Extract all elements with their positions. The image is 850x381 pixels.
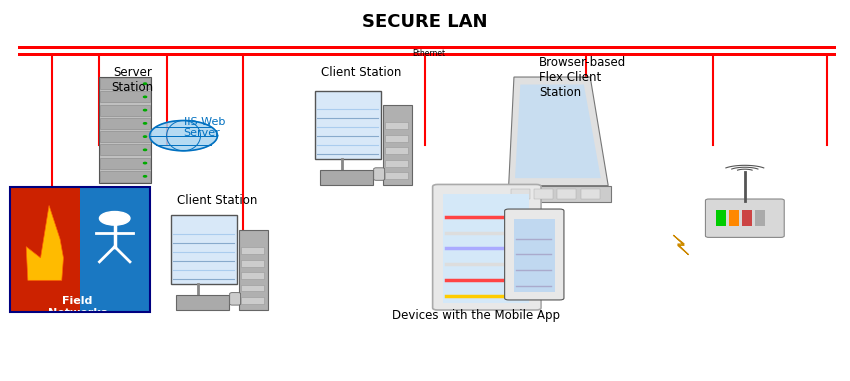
Text: Field
Networks: Field Networks	[48, 296, 107, 318]
Polygon shape	[515, 85, 601, 178]
Bar	[19, 50, 836, 53]
Bar	[742, 210, 752, 226]
Text: Ethernet: Ethernet	[412, 49, 445, 58]
Bar	[171, 216, 237, 283]
Polygon shape	[508, 77, 609, 186]
Bar	[10, 187, 80, 312]
Bar	[320, 170, 373, 185]
Bar	[755, 210, 765, 226]
FancyBboxPatch shape	[374, 168, 385, 180]
Bar	[385, 122, 408, 129]
Circle shape	[144, 162, 146, 164]
Bar	[99, 78, 150, 89]
Bar	[383, 106, 412, 185]
Circle shape	[150, 120, 218, 151]
Circle shape	[144, 83, 146, 84]
Bar	[99, 171, 150, 182]
Bar	[558, 189, 576, 199]
Bar	[716, 210, 726, 226]
Bar	[385, 147, 408, 154]
Circle shape	[144, 136, 146, 137]
Polygon shape	[673, 235, 689, 255]
Circle shape	[144, 149, 146, 150]
Text: IIS Web
Server: IIS Web Server	[184, 117, 225, 138]
Circle shape	[144, 123, 146, 124]
FancyBboxPatch shape	[505, 209, 564, 300]
Bar	[385, 160, 408, 166]
Bar	[241, 247, 264, 254]
Bar	[99, 157, 150, 169]
Bar	[385, 172, 408, 179]
Text: Client Station: Client Station	[178, 194, 258, 207]
Bar	[511, 189, 530, 199]
Text: Browser-based
Flex Client
Station: Browser-based Flex Client Station	[540, 56, 626, 99]
FancyBboxPatch shape	[230, 293, 241, 305]
Text: Devices with the Mobile App: Devices with the Mobile App	[392, 309, 560, 322]
Text: Client Station: Client Station	[321, 66, 402, 79]
Circle shape	[99, 211, 130, 225]
Bar	[10, 187, 150, 312]
Bar	[80, 187, 150, 312]
Circle shape	[144, 96, 146, 98]
Bar	[19, 46, 836, 56]
Bar	[99, 144, 150, 155]
Text: Server
Station: Server Station	[111, 66, 154, 94]
Bar	[99, 91, 150, 102]
Bar	[241, 285, 264, 291]
Bar	[239, 230, 269, 310]
Bar	[385, 135, 408, 142]
Text: SECURE LAN: SECURE LAN	[362, 13, 488, 31]
Circle shape	[144, 109, 146, 111]
Bar	[729, 210, 739, 226]
Bar	[241, 260, 264, 267]
FancyBboxPatch shape	[706, 199, 785, 237]
Circle shape	[144, 176, 146, 177]
Bar	[99, 104, 150, 116]
Bar	[514, 219, 554, 292]
Polygon shape	[26, 205, 64, 280]
Bar	[241, 272, 264, 279]
Bar	[99, 131, 150, 142]
Bar	[581, 189, 600, 199]
Bar	[176, 295, 230, 310]
Bar	[443, 194, 530, 303]
Bar	[241, 297, 264, 304]
Bar	[99, 118, 150, 129]
Bar	[534, 189, 553, 199]
Bar	[314, 91, 381, 159]
FancyBboxPatch shape	[433, 184, 541, 310]
Bar	[99, 77, 151, 183]
Bar	[506, 186, 611, 202]
